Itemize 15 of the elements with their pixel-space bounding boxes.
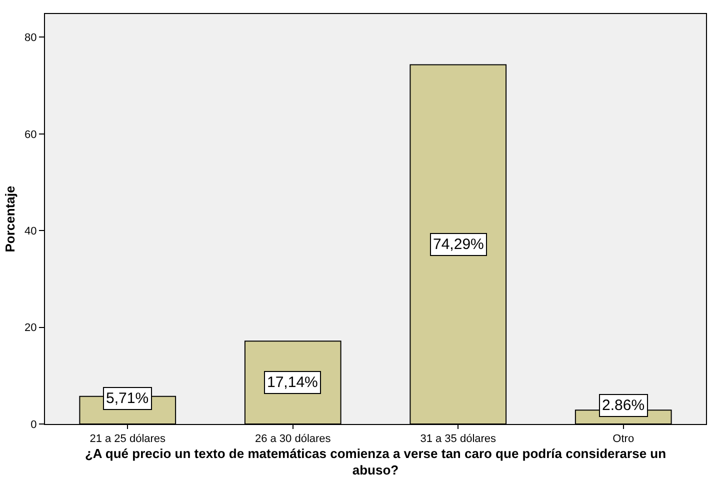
x-tick-label: 26 a 30 dólares <box>254 433 332 446</box>
x-tick-label: 31 a 35 dólares <box>420 433 497 446</box>
y-tick-label: 40 <box>24 225 37 238</box>
x-tick-label: 21 a 25 dólares <box>90 433 166 446</box>
data-label: 74,29% <box>433 236 484 253</box>
y-tick-label: 0 <box>30 418 37 431</box>
y-axis-title: Porcentaje <box>2 186 18 252</box>
y-tick-label: 20 <box>24 322 37 334</box>
data-label: 2.86% <box>602 397 645 414</box>
data-label: 5,71% <box>106 390 149 407</box>
y-tick-label: 80 <box>24 32 37 44</box>
data-label: 17,14% <box>267 374 318 391</box>
y-tick-label: 60 <box>24 128 37 141</box>
x-axis-title: ¿A qué precio un texto de matemáticas comienza a verse tan caro que podría considerarse un abuso? <box>84 446 666 478</box>
x-tick-label: Otro <box>612 433 634 446</box>
